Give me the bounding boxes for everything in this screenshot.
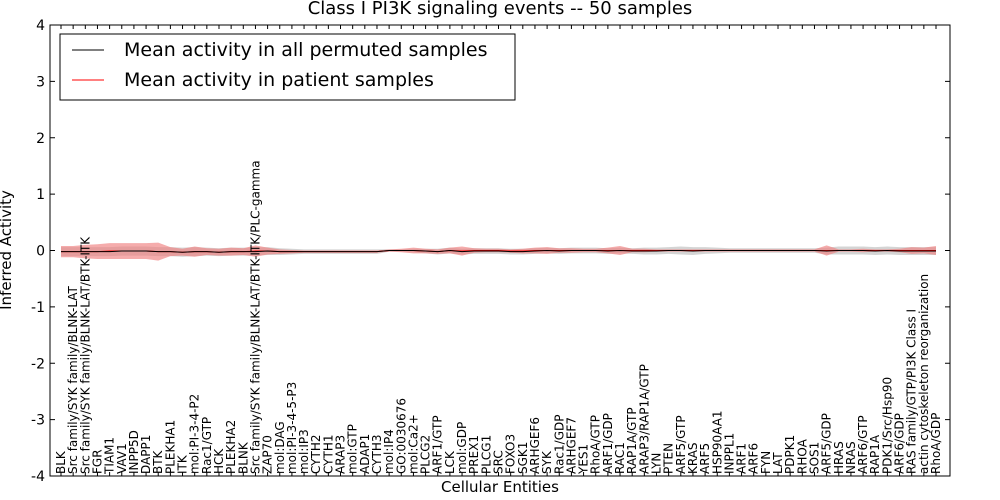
x-tick-label: mol:IP3 bbox=[297, 429, 311, 474]
y-tick-label: -1 bbox=[31, 300, 45, 316]
x-tick-label: RAS family/GTP/PI3K Class I bbox=[905, 309, 919, 474]
x-tick-label: ITK bbox=[176, 454, 190, 474]
y-tick-label: -3 bbox=[31, 413, 45, 429]
x-tick-label: HSP90AA1 bbox=[710, 410, 724, 474]
x-tick-label: RAP1A/GTP bbox=[625, 407, 639, 474]
x-tick-label: mol:PI-3-4-5-P3 bbox=[285, 382, 299, 474]
x-tick-label: ARF6 bbox=[747, 443, 761, 474]
y-tick-label: 3 bbox=[36, 74, 45, 90]
y-tick-label: 4 bbox=[36, 18, 45, 34]
x-tick-label: DAPP1 bbox=[139, 435, 153, 474]
x-tick-label: ARHGEF6 bbox=[528, 417, 542, 474]
x-tick-label: LYN bbox=[649, 453, 663, 474]
x-tick-label: PREX1 bbox=[467, 435, 481, 474]
x-tick-label: FYN bbox=[759, 451, 773, 474]
chart-title: Class I PI3K signaling events -- 50 samp… bbox=[308, 0, 693, 19]
x-tick-label: ARF1/GDP bbox=[601, 413, 615, 474]
x-tick-label: FGR bbox=[90, 449, 104, 474]
x-tick-label: ZAP70 bbox=[261, 435, 275, 474]
x-tick-label: FOXO3 bbox=[504, 434, 518, 474]
x-tick-label: RhoA/GTP bbox=[589, 415, 603, 474]
x-tick-label: TIAM1 bbox=[103, 437, 117, 475]
x-tick-label: SOS1 bbox=[807, 442, 821, 474]
x-tick-label: SYK bbox=[540, 450, 554, 474]
x-tick-label: PLEKHA2 bbox=[224, 420, 238, 474]
x-tick-label: ARF5 bbox=[698, 443, 712, 474]
x-tick-label: VAV1 bbox=[115, 443, 129, 474]
x-tick-label: ARF1 bbox=[735, 443, 749, 474]
x-tick-label: SRC bbox=[492, 450, 506, 474]
y-tick-label: 0 bbox=[36, 244, 45, 260]
legend-label-patient: Mean activity in patient samples bbox=[124, 69, 434, 91]
y-tick-label: -4 bbox=[31, 469, 45, 485]
y-tick-label: -2 bbox=[31, 356, 45, 372]
x-tick-label: HRAS bbox=[832, 441, 846, 474]
x-tick-label: mol:PI-3-4-P2 bbox=[188, 394, 202, 474]
x-tick-label: BLK bbox=[54, 450, 68, 474]
x-tick-label: ARF6/GTP bbox=[856, 415, 870, 474]
x-tick-label: Src family/SYK family/BLNK-LAT/BTK-ITK bbox=[78, 236, 92, 474]
x-tick-label: PLCG2 bbox=[419, 435, 433, 474]
x-tick-label: INPP5D bbox=[127, 430, 141, 474]
x-tick-label: Rac1/GDP bbox=[552, 415, 566, 474]
x-tick-label: RHOA bbox=[795, 438, 809, 474]
y-tick-label: 1 bbox=[36, 187, 45, 203]
x-tick-label: YES1 bbox=[577, 444, 591, 475]
x-tick-label: ARF5/GTP bbox=[674, 415, 688, 474]
x-tick-label: mol:IP4 bbox=[382, 429, 396, 474]
y-axis-label: Inferred Activity bbox=[0, 190, 15, 310]
y-tick-label: 2 bbox=[36, 131, 45, 147]
x-tick-label: KRAS bbox=[686, 442, 700, 474]
series-line-0 bbox=[61, 249, 936, 253]
x-axis-label: Cellular Entities bbox=[441, 478, 559, 496]
x-tick-label: ARAP3/RAP1A/GTP bbox=[637, 364, 651, 474]
x-tick-label: mol:DAG bbox=[273, 421, 287, 474]
x-tick-label: RAP1A bbox=[868, 434, 882, 474]
x-tick-label: Src family/SYK family/BLNK-LAT bbox=[66, 285, 80, 474]
x-tick-label: PLEKHA1 bbox=[163, 420, 177, 474]
series-band-1 bbox=[61, 242, 936, 261]
x-tick-label: RAC1 bbox=[613, 442, 627, 474]
x-tick-label: PDPK1 bbox=[783, 435, 797, 474]
x-tick-label: GO:0030676 bbox=[394, 398, 408, 474]
legend: Mean activity in all permuted samples Me… bbox=[59, 33, 516, 101]
x-tick-label: CYTH3 bbox=[370, 434, 384, 474]
x-tick-label: BLNK bbox=[236, 441, 250, 474]
x-tick-label: INPPL1 bbox=[722, 433, 736, 474]
x-tick-label: ARF1/GTP bbox=[431, 415, 445, 474]
x-tick-label: LCK bbox=[443, 450, 457, 474]
x-tick-label: HCK bbox=[212, 448, 226, 474]
x-tick-label: ADAP1 bbox=[358, 434, 372, 474]
legend-label-permuted: Mean activity in all permuted samples bbox=[124, 39, 487, 61]
x-tick-label: actin cytoskeleton reorganization bbox=[917, 274, 931, 474]
x-tick-label: SGK1 bbox=[516, 442, 530, 474]
x-tick-label: Rac1/GTP bbox=[200, 417, 214, 474]
x-tick-label: ARHGEF7 bbox=[564, 417, 578, 474]
x-tick-label: mol:GTP bbox=[346, 424, 360, 474]
x-tick-label: PLCG1 bbox=[479, 435, 493, 474]
x-tick-label: ARF5/GDP bbox=[820, 413, 834, 474]
x-tick-label: PTEN bbox=[662, 443, 676, 474]
x-tick-label: CYTH2 bbox=[309, 435, 323, 475]
x-tick-label: mol:GDP bbox=[455, 422, 469, 474]
legend-box bbox=[59, 33, 516, 101]
x-tick-label: ARAP3 bbox=[334, 435, 348, 474]
x-tick-label: RhoA/GDP bbox=[929, 413, 943, 474]
x-tick-label: ARF6/GDP bbox=[893, 413, 907, 474]
x-tick-label: CYTH1 bbox=[321, 434, 335, 474]
x-tick-label: BTK bbox=[151, 449, 165, 474]
x-tick-label: NRAS bbox=[844, 441, 858, 474]
x-tick-label: PDK1/Src/Hsp90 bbox=[880, 377, 894, 474]
x-tick-label: mol:Ca2+ bbox=[406, 414, 420, 474]
x-tick-label: LAT bbox=[771, 452, 785, 474]
x-tick-label: Src family/SYK family/BLNK-LAT/BTK-ITK/P… bbox=[248, 160, 262, 474]
